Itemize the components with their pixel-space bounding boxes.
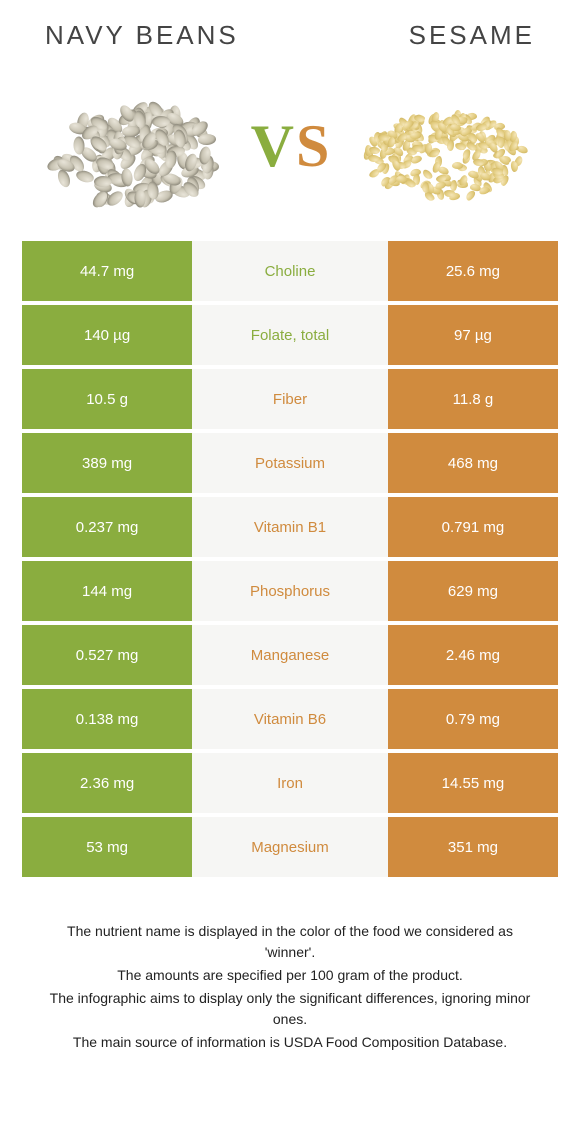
nutrient-label-cell: Folate, total [192, 305, 388, 365]
left-value-cell: 53 mg [22, 817, 192, 877]
table-row: 10.5 gFiber11.8 g [22, 369, 558, 429]
table-row: 2.36 mgIron14.55 mg [22, 753, 558, 813]
table-row: 0.527 mgManganese2.46 mg [22, 625, 558, 685]
left-value-cell: 144 mg [22, 561, 192, 621]
footer-line: The infographic aims to display only the… [40, 988, 540, 1030]
nutrient-label-cell: Phosphorus [192, 561, 388, 621]
images-row: VS [20, 71, 560, 241]
nutrient-label-cell: Magnesium [192, 817, 388, 877]
left-value-cell: 0.138 mg [22, 689, 192, 749]
nutrient-label-cell: Iron [192, 753, 388, 813]
table-row: 144 mgPhosphorus629 mg [22, 561, 558, 621]
right-value-cell: 351 mg [388, 817, 558, 877]
nutrient-label-cell: Fiber [192, 369, 388, 429]
left-value-cell: 44.7 mg [22, 241, 192, 301]
left-value-cell: 389 mg [22, 433, 192, 493]
footer-line: The nutrient name is displayed in the co… [40, 921, 540, 963]
right-food-image [355, 81, 535, 211]
footer-line: The amounts are specified per 100 gram o… [40, 965, 540, 986]
right-value-cell: 11.8 g [388, 369, 558, 429]
table-row: 53 mgMagnesium351 mg [22, 817, 558, 877]
right-value-cell: 468 mg [388, 433, 558, 493]
right-value-cell: 629 mg [388, 561, 558, 621]
footer-line: The main source of information is USDA F… [40, 1032, 540, 1053]
vs-s-letter: S [296, 112, 329, 181]
left-value-cell: 0.527 mg [22, 625, 192, 685]
left-value-cell: 140 µg [22, 305, 192, 365]
footer-notes: The nutrient name is displayed in the co… [20, 881, 560, 1053]
vs-v-letter: V [251, 112, 294, 181]
nutrient-label-cell: Vitamin B1 [192, 497, 388, 557]
right-value-cell: 25.6 mg [388, 241, 558, 301]
left-value-cell: 2.36 mg [22, 753, 192, 813]
header: NAVY BEANS SESAME [20, 20, 560, 71]
nutrient-label-cell: Potassium [192, 433, 388, 493]
left-food-image [45, 81, 225, 211]
right-value-cell: 0.79 mg [388, 689, 558, 749]
vs-badge: VS [251, 112, 330, 181]
nutrient-label-cell: Vitamin B6 [192, 689, 388, 749]
left-value-cell: 10.5 g [22, 369, 192, 429]
nutrient-label-cell: Manganese [192, 625, 388, 685]
nutrient-table: 44.7 mgCholine25.6 mg140 µgFolate, total… [20, 241, 560, 877]
right-value-cell: 14.55 mg [388, 753, 558, 813]
table-row: 44.7 mgCholine25.6 mg [22, 241, 558, 301]
beans-pile-icon [50, 86, 220, 206]
right-food-title: SESAME [409, 20, 535, 51]
table-row: 389 mgPotassium468 mg [22, 433, 558, 493]
right-value-cell: 97 µg [388, 305, 558, 365]
table-row: 0.138 mgVitamin B60.79 mg [22, 689, 558, 749]
seeds-pile-icon [360, 86, 530, 206]
right-value-cell: 2.46 mg [388, 625, 558, 685]
left-food-title: NAVY BEANS [45, 20, 239, 51]
right-value-cell: 0.791 mg [388, 497, 558, 557]
left-value-cell: 0.237 mg [22, 497, 192, 557]
table-row: 0.237 mgVitamin B10.791 mg [22, 497, 558, 557]
nutrient-label-cell: Choline [192, 241, 388, 301]
table-row: 140 µgFolate, total97 µg [22, 305, 558, 365]
